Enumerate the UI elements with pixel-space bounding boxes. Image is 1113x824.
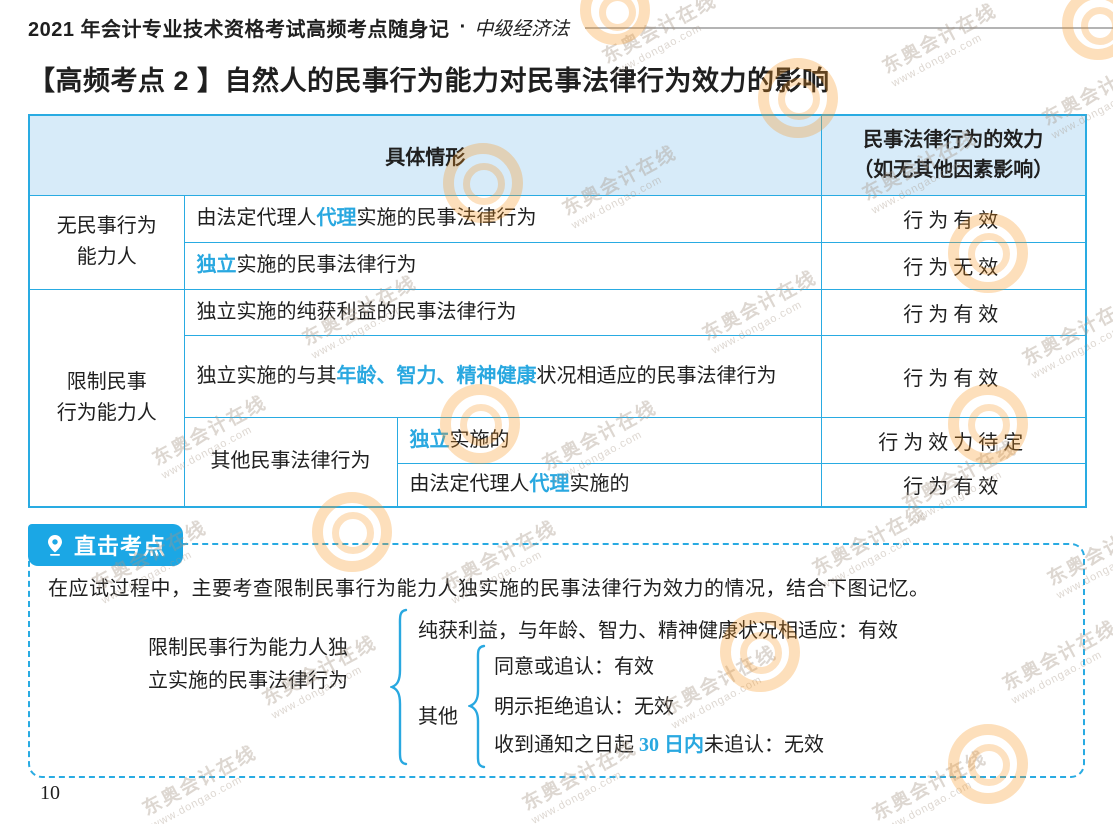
- page-number: 10: [40, 782, 60, 804]
- tree-branch-pure-benefit: 纯获利益，与年龄、智力、精神健康状况相适应：有效: [418, 620, 898, 642]
- situation-highlight: 年龄、智力、精神健康: [336, 364, 537, 387]
- section-title: 【高频考点 2 】自然人的民事行为能力对民事法律行为效力的影响: [28, 66, 830, 96]
- header-subject: 中级经济法: [474, 19, 570, 40]
- group-label-line2: 能力人: [76, 246, 137, 268]
- effect-cell: 行为有效: [820, 334, 1087, 418]
- header-title: 2021 年会计专业技术资格考试高频考点随身记: [28, 19, 450, 41]
- table-row: 无民事行为 能力人 由法定代理人代理实施的民事法律行为 行为有效: [28, 194, 1087, 290]
- group-label-line1: 限制民事: [66, 370, 147, 393]
- branch-text: 明示拒绝追认：无效: [494, 696, 674, 718]
- header-cell-effect: 民事法律行为的效力 （如无其他因素影响）: [820, 114, 1087, 196]
- header-cell-situation: 具体情形: [28, 114, 822, 196]
- tree-brace-inner: [468, 644, 486, 769]
- situation-text: 实施的民事法律行为: [356, 207, 537, 229]
- tree-brace-outer: [390, 608, 408, 766]
- tree-other-label: 其他: [418, 706, 458, 728]
- situation-text: 状况相适应的民事法律行为: [536, 364, 777, 387]
- header-effect-line2: （如无其他因素影响）: [853, 159, 1054, 182]
- group-label-line1: 无民事行为: [56, 215, 157, 237]
- header-rule: [585, 26, 1113, 29]
- tree-root-label: 限制民事行为能力人独 立实施的民事法律行为: [148, 632, 398, 698]
- situation-cell: 由法定代理人代理实施的: [396, 462, 822, 508]
- branch-highlight: 30 日内: [639, 734, 704, 756]
- branch-text: 收到通知之日起: [494, 734, 639, 756]
- situation-cell: 独立实施的纯获利益的民事法律行为: [183, 288, 822, 336]
- key-point-badge-label: 直击考点: [74, 534, 167, 559]
- situation-text: 由法定代理人: [409, 473, 530, 496]
- key-point-badge: 直击考点: [28, 524, 184, 566]
- effect-cell: 行为有效: [820, 462, 1087, 508]
- situation-text: 独立实施的与其: [196, 364, 337, 387]
- branch-text: 未追认：无效: [704, 734, 824, 756]
- header-effect-line1: 民事法律行为的效力: [863, 129, 1044, 152]
- situation-text: 实施的: [569, 473, 630, 496]
- table-row: 独立实施的与其年龄、智力、精神健康状况相适应的民事法律行为 行为有效: [29, 334, 1087, 418]
- situation-text: 由法定代理人: [196, 207, 317, 229]
- location-pin-icon: [48, 535, 62, 556]
- group-label-no-capacity: 无民事行为 能力人: [28, 194, 185, 290]
- sub-label-other-acts: 其他民事法律行为: [183, 416, 398, 508]
- effect-cell: 行为有效: [820, 288, 1087, 336]
- situation-highlight: 代理: [316, 207, 357, 229]
- situation-cell: 独立实施的: [396, 416, 822, 464]
- key-point-callout: 直击考点 在应试过程中，主要考查限制民事行为能力人独实施的民事法律行为效力的情况…: [28, 524, 1085, 778]
- effect-cell: 行为效力待定: [820, 416, 1087, 464]
- situation-highlight: 独立: [196, 254, 237, 276]
- tree-branch-refusal: 明示拒绝追认：无效: [494, 690, 674, 719]
- situation-highlight: 独立: [409, 428, 450, 451]
- page-header: 2021 年会计专业技术资格考试高频考点随身记 · 中级经济法: [0, 0, 1113, 42]
- group-label-limited-capacity: 限制民事 行为能力人: [28, 288, 185, 508]
- header-separator: ·: [459, 16, 467, 38]
- tree-branch-30-days: 收到通知之日起 30 日内未追认：无效: [494, 728, 824, 757]
- situation-highlight: 代理: [529, 473, 570, 496]
- table-header-row: 具体情形 民事法律行为的效力 （如无其他因素影响）: [28, 114, 1087, 196]
- capacity-effect-table: 具体情形 民事法律行为的效力 （如无其他因素影响） 无民事行为 能力人 由法定代…: [28, 114, 1088, 508]
- situation-text: 独立实施的纯获利益的民事法律行为: [196, 300, 517, 323]
- group-label-line2: 行为能力人: [56, 401, 157, 424]
- situation-cell: 由法定代理人代理实施的民事法律行为: [183, 194, 822, 243]
- mnemonic-tree-diagram: 限制民事行为能力人独 立实施的民事法律行为 纯获利益，与年龄、智力、精神健康状况…: [30, 606, 1083, 778]
- situation-text: 实施的民事法律行为: [236, 254, 417, 276]
- effect-cell: 行为无效: [820, 241, 1087, 290]
- situation-text: 实施的: [449, 428, 510, 451]
- table-row: 其他民事法律行为 独立实施的 行为效力待定: [29, 416, 1087, 508]
- table-row: 独立实施的民事法律行为 行为无效: [29, 241, 1087, 290]
- callout-intro-text: 在应试过程中，主要考查限制民事行为能力人独实施的民事法律行为效力的情况，结合下图…: [48, 578, 930, 600]
- tree-branch-consent: 同意或追认：有效: [494, 650, 654, 679]
- table-row: 限制民事 行为能力人 独立实施的纯获利益的民事法律行为 行为有效: [28, 288, 1087, 508]
- tree-root-line2: 立实施的民事法律行为: [148, 670, 348, 692]
- effect-cell: 行为有效: [820, 194, 1087, 243]
- table-row: 由法定代理人代理实施的 行为有效: [29, 462, 1087, 508]
- branch-text: 同意或追认：有效: [494, 656, 654, 678]
- situation-cell: 独立实施的与其年龄、智力、精神健康状况相适应的民事法律行为: [183, 334, 822, 418]
- situation-cell: 独立实施的民事法律行为: [183, 241, 822, 290]
- tree-root-line1: 限制民事行为能力人独: [148, 637, 348, 659]
